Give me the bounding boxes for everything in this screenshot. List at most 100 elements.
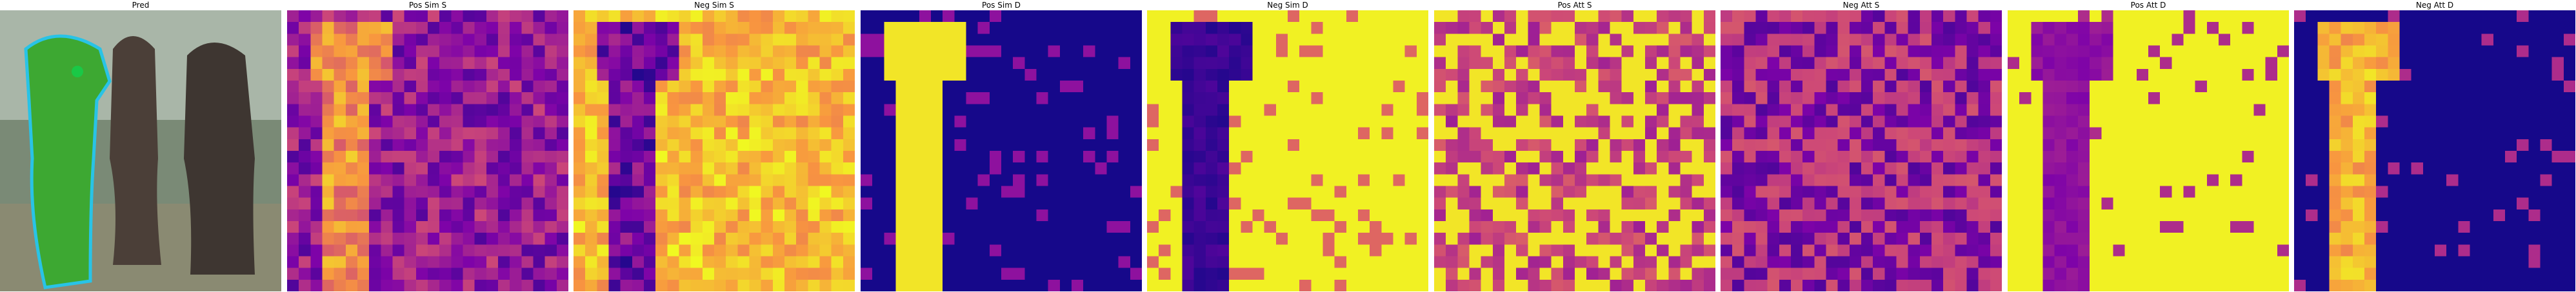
heatmap-cell	[907, 104, 919, 116]
heatmap-cell	[533, 221, 545, 233]
heatmap-cell	[1563, 10, 1575, 23]
heatmap-cell	[1370, 104, 1382, 116]
heatmap-cell	[831, 104, 843, 116]
heatmap-cell	[1036, 10, 1048, 23]
heatmap-cell	[632, 127, 644, 139]
heatmap-cell	[2265, 34, 2277, 46]
heatmap-cell	[287, 151, 299, 163]
heatmap-cell	[1358, 186, 1370, 198]
heatmap-cell	[2101, 68, 2113, 81]
heatmap-cell	[1205, 81, 1217, 93]
panel-neg-att-s: Neg Att S	[1721, 0, 2002, 292]
heatmap-cell	[2376, 68, 2388, 81]
heatmap-cell	[1516, 115, 1528, 128]
heatmap-cell	[861, 268, 873, 280]
heatmap-cell	[510, 104, 522, 116]
heatmap-cell	[1288, 244, 1300, 257]
heatmap-cell	[544, 139, 557, 151]
heatmap-cell	[322, 139, 334, 151]
heatmap-cell	[2493, 81, 2505, 93]
heatmap-cell	[1692, 233, 1704, 245]
heatmap-cell	[310, 104, 323, 116]
heatmap-cell	[1469, 233, 1481, 245]
heatmap-cell	[2388, 68, 2400, 81]
heatmap-cell	[1457, 174, 1470, 186]
heatmap-cell	[2054, 104, 2066, 116]
heatmap-cell	[1118, 57, 1130, 69]
heatmap-cell	[1896, 68, 1908, 81]
heatmap-cell	[1802, 256, 1815, 268]
heatmap-cell	[1943, 34, 1955, 46]
heatmap-cell	[310, 22, 323, 34]
heatmap-cell	[1668, 233, 1681, 245]
heatmap-cell	[2422, 127, 2435, 139]
heatmap-cell	[1311, 68, 1323, 81]
heatmap-cell	[2306, 81, 2318, 93]
heatmap-cell	[1193, 57, 1206, 69]
heatmap-cell	[2329, 115, 2341, 128]
heatmap-cell	[1610, 197, 1622, 209]
heatmap-cell	[2446, 244, 2459, 257]
heatmap-cell	[1516, 256, 1528, 268]
heatmap-cell	[2019, 139, 2032, 151]
heatmap-cell	[1873, 10, 1885, 23]
heatmap-cell	[1932, 279, 1944, 291]
heatmap-cell	[1966, 92, 1979, 104]
heatmap-cell	[931, 34, 943, 46]
heatmap-cell	[2277, 22, 2289, 34]
heatmap-cell	[1059, 256, 1072, 268]
heatmap-cell	[1193, 45, 1206, 57]
heatmap-cell	[1106, 22, 1119, 34]
heatmap-cell	[2066, 186, 2078, 198]
heatmap-cell	[954, 34, 966, 46]
heatmap-cell	[1241, 256, 1253, 268]
heatmap-cell	[1048, 45, 1060, 57]
heatmap-cell	[843, 221, 855, 233]
heatmap-cell	[1767, 268, 1779, 280]
heatmap-cell	[1170, 244, 1183, 257]
heatmap-cell	[1908, 244, 1920, 257]
heatmap-cell	[2563, 68, 2575, 81]
heatmap-cell	[299, 233, 311, 245]
heatmap-cell	[2388, 34, 2400, 46]
heatmap-cell	[2277, 127, 2289, 139]
heatmap-cell	[1229, 209, 1241, 221]
heatmap-cell	[2113, 10, 2125, 23]
heatmap-cell	[2422, 151, 2435, 163]
heatmap-cell	[1943, 127, 1955, 139]
heatmap-cell	[2341, 68, 2353, 81]
heatmap-cell	[1598, 233, 1610, 245]
heatmap-cell	[1024, 244, 1037, 257]
heatmap-cell	[1814, 174, 1826, 186]
heatmap-cell	[1744, 279, 1756, 291]
heatmap-cell	[1703, 279, 1715, 291]
heatmap-cell	[2294, 186, 2306, 198]
heatmap-cell	[2066, 92, 2078, 104]
heatmap-cell	[2042, 139, 2055, 151]
heatmap-cell	[1861, 81, 1873, 93]
heatmap-cell	[1193, 256, 1206, 268]
heatmap-cell	[1024, 139, 1037, 151]
heatmap-cell	[1106, 45, 1119, 57]
heatmap-cell	[843, 268, 855, 280]
heatmap-cell	[2230, 162, 2242, 175]
heatmap-cell	[1182, 279, 1194, 291]
heatmap-cell	[1159, 256, 1171, 268]
heatmap-cell	[2042, 244, 2055, 257]
heatmap-cell	[1323, 127, 1335, 139]
heatmap-cell	[415, 186, 428, 198]
heatmap-cell	[1610, 127, 1622, 139]
heatmap-cell	[1990, 221, 2002, 233]
heatmap-cell	[1404, 221, 1417, 233]
heatmap-cell	[1692, 92, 1704, 104]
heatmap-cell	[2042, 162, 2055, 175]
heatmap-cell	[2306, 186, 2318, 198]
heatmap-cell	[2195, 104, 2207, 116]
panel-title: Pos Sim D	[982, 1, 1021, 10]
heatmap-cell	[510, 174, 522, 186]
heatmap-cell	[1095, 209, 1107, 221]
heatmap-cell	[2124, 92, 2137, 104]
heatmap-cell	[2294, 162, 2306, 175]
heatmap-cell	[2352, 22, 2364, 34]
heatmap-cell	[1692, 197, 1704, 209]
